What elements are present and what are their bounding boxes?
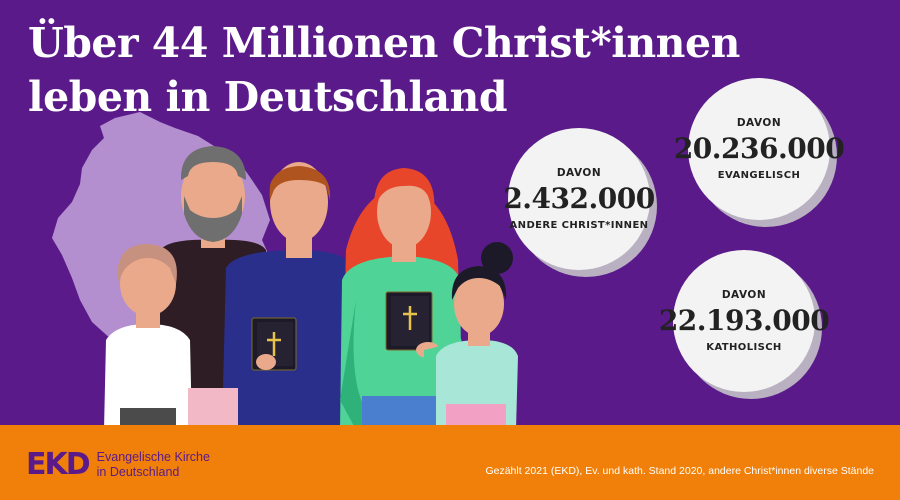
stat-value: 2.432.000: [503, 182, 655, 215]
logo-line-2: in Deutschland: [96, 464, 180, 479]
man-with-bible: [222, 162, 356, 430]
footer-bar: EKD Evangelische Kirche in Deutschland G…: [0, 425, 900, 500]
stat-label-bottom: ANDERE CHRIST*INNEN: [509, 220, 649, 231]
logo-line-1: Evangelische Kirche: [96, 449, 210, 464]
ekd-logo-text: Evangelische Kirche in Deutschland: [97, 450, 210, 480]
stat-value: 22.193.000: [658, 304, 830, 337]
ekd-logo-mark: EKD: [26, 447, 91, 482]
stat-protestant: DAVON 20.236.000 EVANGELISCH: [674, 78, 845, 220]
people-illustration: [52, 112, 518, 430]
boy: [104, 244, 238, 430]
headline-line-2: leben in Deutschland: [28, 73, 508, 121]
page-title: Über 44 Millionen Christ*innen leben in …: [28, 16, 740, 124]
source-note: Gezählt 2021 (EKD), Ev. und kath. Stand …: [485, 465, 874, 477]
girl: [436, 242, 518, 430]
stat-label-top: DAVON: [736, 117, 782, 129]
stat-catholic: DAVON 22.193.000 KATHOLISCH: [659, 250, 830, 392]
stat-label-bottom: KATHOLISCH: [706, 342, 782, 353]
stat-other-christians: DAVON 2.432.000 ANDERE CHRIST*INNEN: [503, 128, 655, 270]
woman-with-bible: [340, 168, 462, 430]
headline-line-1: Über 44 Millionen Christ*innen: [28, 19, 740, 67]
stat-label-bottom: EVANGELISCH: [717, 170, 801, 181]
stat-label-top: DAVON: [721, 289, 767, 301]
ekd-logo: EKD Evangelische Kirche in Deutschland: [26, 447, 210, 482]
stat-value: 20.236.000: [673, 132, 845, 165]
stat-label-top: DAVON: [556, 167, 602, 179]
